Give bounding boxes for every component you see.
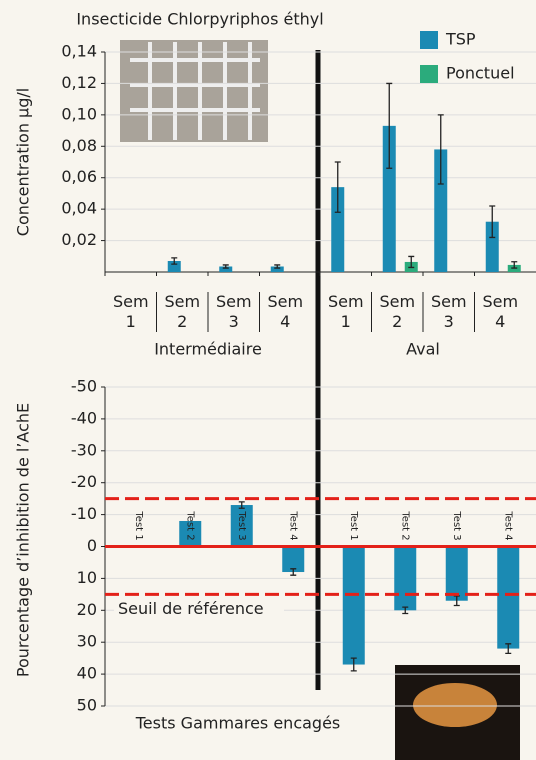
bar [343, 547, 365, 665]
bar-label: Test 4 [287, 510, 298, 540]
legend-swatch [420, 65, 438, 83]
y-tick-label: 0,12 [61, 73, 97, 92]
legend-swatch [420, 31, 438, 49]
y-tick-label: -20 [71, 472, 97, 491]
x-tick-label: Sem 2 [377, 292, 417, 332]
y-tick-label: 0 [87, 536, 97, 555]
chart-title: Insecticide Chlorpyriphos éthyl [76, 10, 323, 29]
group-label: Intermédiaire [154, 340, 262, 359]
legend-label: Ponctuel [446, 64, 515, 83]
x-tick-label: Sem 4 [480, 292, 520, 332]
y-tick-label: 0,14 [61, 42, 97, 61]
bar-label: Test 1 [348, 510, 359, 540]
y-tick-label: 0,08 [61, 136, 97, 155]
y-tick-label: 40 [77, 664, 97, 683]
y-axis-label: Pourcentage d’inhibition de l’AchE [14, 403, 33, 677]
x-tick-label: Sem 3 [429, 292, 469, 332]
y-tick-label: 10 [77, 568, 97, 587]
y-tick-label: 0,10 [61, 104, 97, 123]
annotation: Seuil de référence [118, 599, 264, 618]
bar [446, 547, 468, 601]
x-axis-label: Tests Gammares encagés [135, 714, 341, 733]
y-tick-label: 20 [77, 600, 97, 619]
y-tick-label: 50 [77, 696, 97, 715]
group-label: Aval [406, 340, 440, 359]
y-tick-label: 0,04 [61, 199, 97, 218]
chart: Insecticide Chlorpyriphos éthyl Concentr… [0, 0, 536, 760]
y-axis-label: Concentration µg/l [14, 88, 33, 236]
photo-net [120, 40, 268, 142]
x-tick-label: Sem 3 [214, 292, 254, 332]
x-tick-label: Sem 1 [326, 292, 366, 332]
bar-label: Test 3 [451, 510, 462, 540]
photo-gammare-body [413, 683, 497, 727]
x-tick-label: Sem 2 [162, 292, 202, 332]
legend-label: TSP [445, 30, 476, 49]
y-tick-label: 0,06 [61, 167, 97, 186]
page: Insecticide Chlorpyriphos éthyl Concentr… [0, 0, 536, 760]
bar-label: Test 2 [399, 510, 410, 540]
bar [497, 547, 519, 649]
y-tick-label: 0,02 [61, 230, 97, 249]
x-tick-label: Sem 4 [265, 292, 305, 332]
bar-label: Test 1 [133, 510, 144, 540]
bar [394, 547, 416, 611]
y-tick-label: -50 [71, 377, 97, 396]
bar-label: Test 4 [502, 510, 513, 540]
y-tick-label: -30 [71, 440, 97, 459]
bar-label: Test 2 [184, 510, 195, 540]
y-tick-label: 30 [77, 632, 97, 651]
x-tick-label: Sem 1 [111, 292, 151, 332]
y-tick-label: -40 [71, 408, 97, 427]
y-tick-label: -10 [71, 504, 97, 523]
bar-label: Test 3 [236, 510, 247, 540]
